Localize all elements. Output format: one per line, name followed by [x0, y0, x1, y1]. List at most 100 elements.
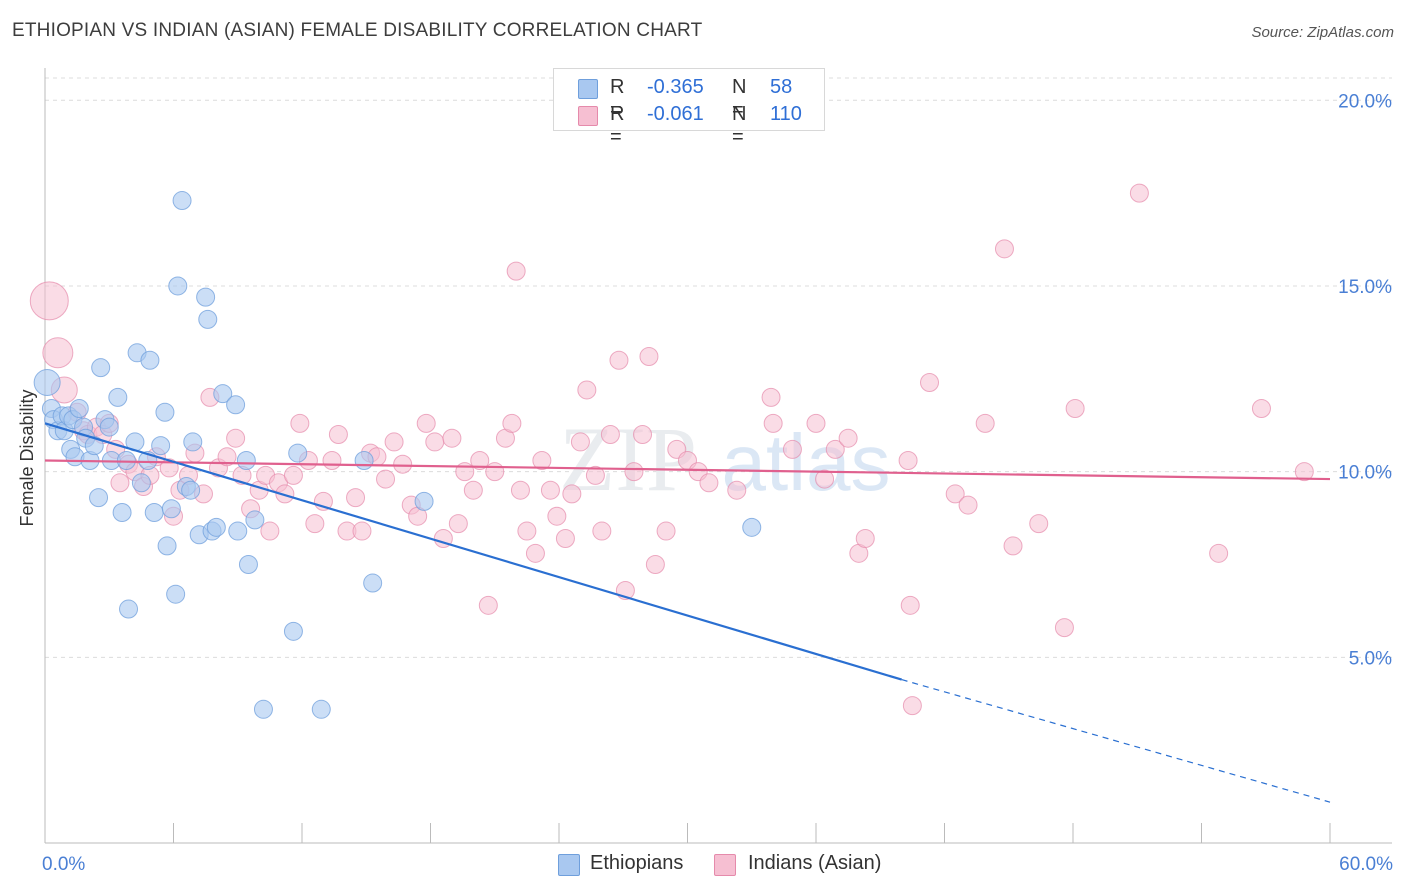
indians-point [855, 528, 875, 548]
indians-point [1294, 462, 1314, 482]
indians-point [275, 484, 295, 504]
ethiopians-point [181, 480, 201, 500]
indians-point [425, 432, 445, 452]
ethiopians-point [91, 358, 111, 378]
indians-point [352, 521, 372, 541]
ethiopians-point [196, 287, 216, 307]
watermark-zip: ZIP [559, 408, 697, 510]
indians-point [609, 350, 629, 370]
ethiopians-point [183, 432, 203, 452]
indians-point [510, 480, 530, 500]
indians-point [815, 469, 835, 489]
legend-swatch-blue [558, 854, 580, 876]
chart-title: ETHIOPIAN VS INDIAN (ASIAN) FEMALE DISAB… [12, 20, 703, 41]
ethiopians-point [161, 499, 181, 519]
legend-n-value: 110 [770, 103, 802, 125]
source-label: Source: ZipAtlas.com [1251, 24, 1394, 41]
indians-point [1065, 399, 1085, 419]
indians-point [485, 462, 505, 482]
indians-point [346, 488, 366, 508]
indians-point [260, 521, 280, 541]
indians-point [782, 439, 802, 459]
legend-n-label: N = [732, 103, 747, 148]
indians-point [838, 428, 858, 448]
indians-point [1129, 183, 1149, 203]
ethiopians-point [84, 436, 104, 456]
indians-point [506, 261, 526, 281]
ethiopians-point [166, 584, 186, 604]
ethiopians-point [245, 510, 265, 530]
indians-point [470, 451, 490, 470]
indians-point [600, 425, 620, 445]
ethiopians-point [198, 309, 218, 329]
ethiopians-point [236, 451, 256, 470]
indians-point [455, 462, 475, 482]
indians-point [1209, 543, 1229, 563]
legend-n-value: 58 [770, 76, 793, 98]
legend-n-label: N = [732, 76, 747, 121]
indians-point [517, 521, 537, 541]
indians-point [624, 462, 644, 482]
indians-point [1251, 399, 1271, 419]
indians-point [384, 432, 404, 452]
indians-point [416, 413, 436, 433]
indians-point [806, 413, 826, 433]
legend-swatch-pink [578, 106, 598, 126]
legend-label: Indians (Asian) [748, 852, 882, 874]
legend-r-label: R = [610, 76, 625, 121]
indians-point [555, 528, 575, 548]
indians-point [763, 413, 783, 433]
indians-point [633, 425, 653, 445]
indians-point [525, 543, 545, 563]
indians-point [448, 514, 468, 534]
indians-point [463, 480, 483, 500]
ethiopians-point [226, 395, 246, 415]
ethiopians-point [206, 517, 226, 537]
legend-swatch-blue [578, 79, 598, 99]
indians-point [110, 473, 130, 493]
indians-point [945, 484, 965, 504]
indians-point [328, 425, 348, 445]
indians-point [656, 521, 676, 541]
ethiopians-point [33, 369, 61, 397]
x-tick-label: 0.0% [42, 854, 85, 875]
y-tick-label: 5.0% [1349, 648, 1392, 669]
ethiopians-point [414, 491, 434, 511]
ethiopians-point [155, 402, 175, 422]
ethiopians-point [283, 621, 303, 641]
indians-point [1003, 536, 1023, 556]
legend-r-value: -0.365 [647, 76, 704, 98]
ethiopians-trend-extension [901, 679, 1331, 803]
ethiopians-point [311, 699, 331, 719]
indians-point [994, 239, 1014, 259]
legend-r-label: R = [610, 103, 625, 148]
indians-point [376, 469, 396, 489]
indians-point [1054, 618, 1074, 638]
indians-point [975, 413, 995, 433]
y-tick-label: 20.0% [1338, 91, 1392, 112]
indians-point [592, 521, 612, 541]
indians-point [532, 451, 552, 470]
indians-point [226, 428, 246, 448]
correlation-legend: R = -0.365 N = 58 R = -0.061 N = 110 [553, 68, 825, 148]
ethiopians-trend-line [44, 422, 902, 681]
ethiopians-point [168, 276, 188, 296]
indians-trend-line [44, 459, 1331, 481]
indians-point [645, 554, 665, 574]
ethiopians-point [288, 443, 308, 463]
axes [44, 68, 1392, 844]
indians-point [825, 439, 845, 459]
indians-point [761, 387, 781, 407]
y-axis-label: Female Disability [17, 389, 37, 526]
indians-point [562, 484, 582, 504]
indians-point [29, 281, 69, 321]
indians-point [727, 480, 747, 500]
ethiopians-point [157, 536, 177, 556]
ethiopians-point [144, 502, 164, 522]
ethiopians-point [151, 436, 171, 456]
trend-lines [44, 422, 1331, 803]
indians-point [585, 465, 605, 485]
indians-point [577, 380, 597, 400]
indians-point [570, 432, 590, 452]
indians-point [540, 480, 560, 500]
